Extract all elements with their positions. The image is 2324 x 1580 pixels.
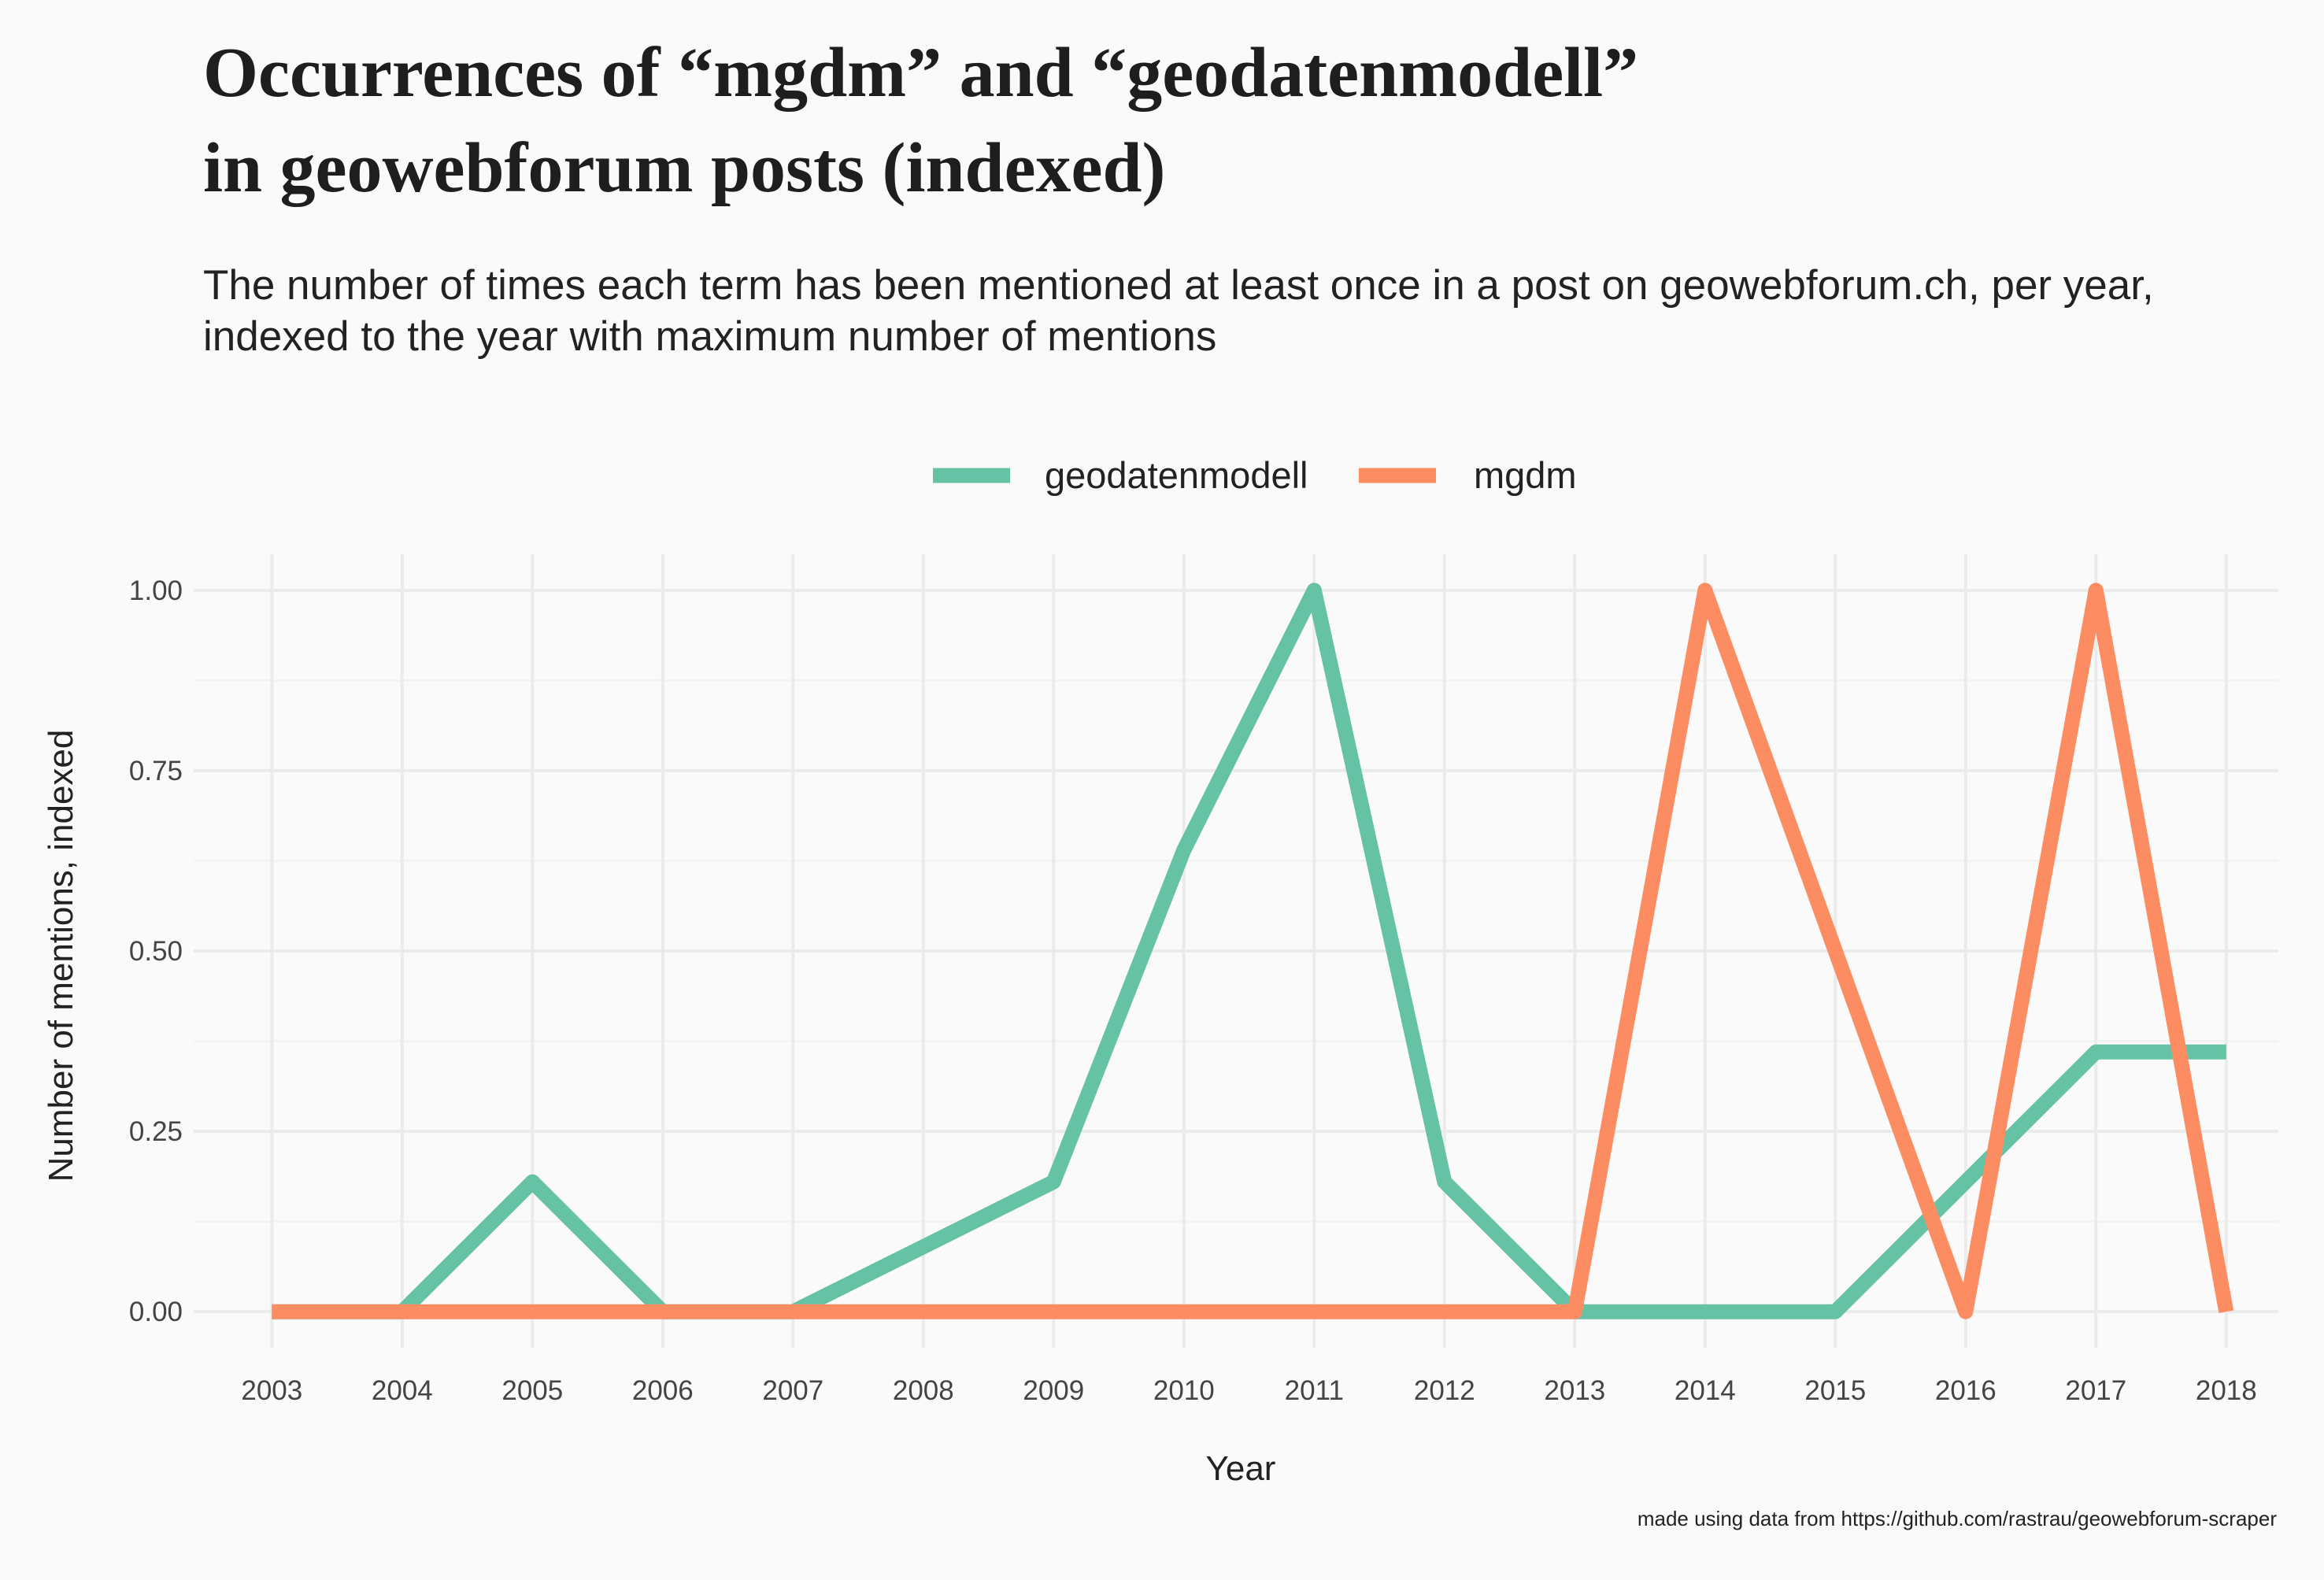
x-tick-label: 2008 xyxy=(893,1375,954,1406)
x-tick-label: 2006 xyxy=(632,1375,694,1406)
y-axis-ticks: 0.00 0.25 0.50 0.75 1.00 xyxy=(129,575,183,1327)
series-line-geodatenmodell xyxy=(272,583,2226,1319)
x-tick-label: 2004 xyxy=(372,1375,433,1406)
legend-label-geodatenmodell: geodatenmodell xyxy=(1045,454,1308,496)
y-tick-label: 0.75 xyxy=(129,756,183,786)
x-axis-ticks: 2003 2004 2005 2006 2007 2008 2009 2010 2011 2012… xyxy=(241,1375,2256,1406)
chart-subtitle-line-2: indexed to the year with maximum number … xyxy=(203,313,1216,360)
x-tick-label: 2015 xyxy=(1804,1375,1866,1406)
series-lines xyxy=(272,583,2234,1319)
x-tick-label: 2017 xyxy=(2065,1375,2126,1406)
x-tick-label: 2011 xyxy=(1285,1375,1344,1406)
x-tick-label: 2018 xyxy=(2196,1375,2257,1406)
x-tick-label: 2012 xyxy=(1414,1375,1475,1406)
series-line-mgdm xyxy=(272,583,2234,1319)
chart-title-line-1: Occurrences of “mgdm” and “geodatenmodel… xyxy=(203,34,1638,112)
x-tick-label: 2010 xyxy=(1153,1375,1215,1406)
chart-title-line-2: in geowebforum posts (indexed) xyxy=(203,129,1166,207)
chart-caption: made using data from https://github.com/… xyxy=(1638,1507,2278,1530)
x-tick-label: 2014 xyxy=(1675,1375,1736,1406)
y-axis-title: Number of mentions, indexed xyxy=(42,730,80,1182)
x-tick-label: 2005 xyxy=(501,1375,563,1406)
x-tick-label: 2007 xyxy=(762,1375,823,1406)
y-tick-label: 0.00 xyxy=(129,1297,183,1327)
x-tick-label: 2003 xyxy=(241,1375,302,1406)
y-tick-label: 0.25 xyxy=(129,1116,183,1147)
x-tick-label: 2016 xyxy=(1935,1375,1996,1406)
legend-label-mgdm: mgdm xyxy=(1474,454,1577,496)
chart-subtitle-line-1: The number of times each term has been m… xyxy=(203,262,2154,309)
x-tick-label: 2013 xyxy=(1544,1375,1605,1406)
legend: geodatenmodell mgdm xyxy=(933,454,1577,496)
y-tick-label: 1.00 xyxy=(129,575,183,606)
x-tick-label: 2009 xyxy=(1023,1375,1084,1406)
y-tick-label: 0.50 xyxy=(129,936,183,967)
x-axis-title: Year xyxy=(1206,1449,1276,1488)
